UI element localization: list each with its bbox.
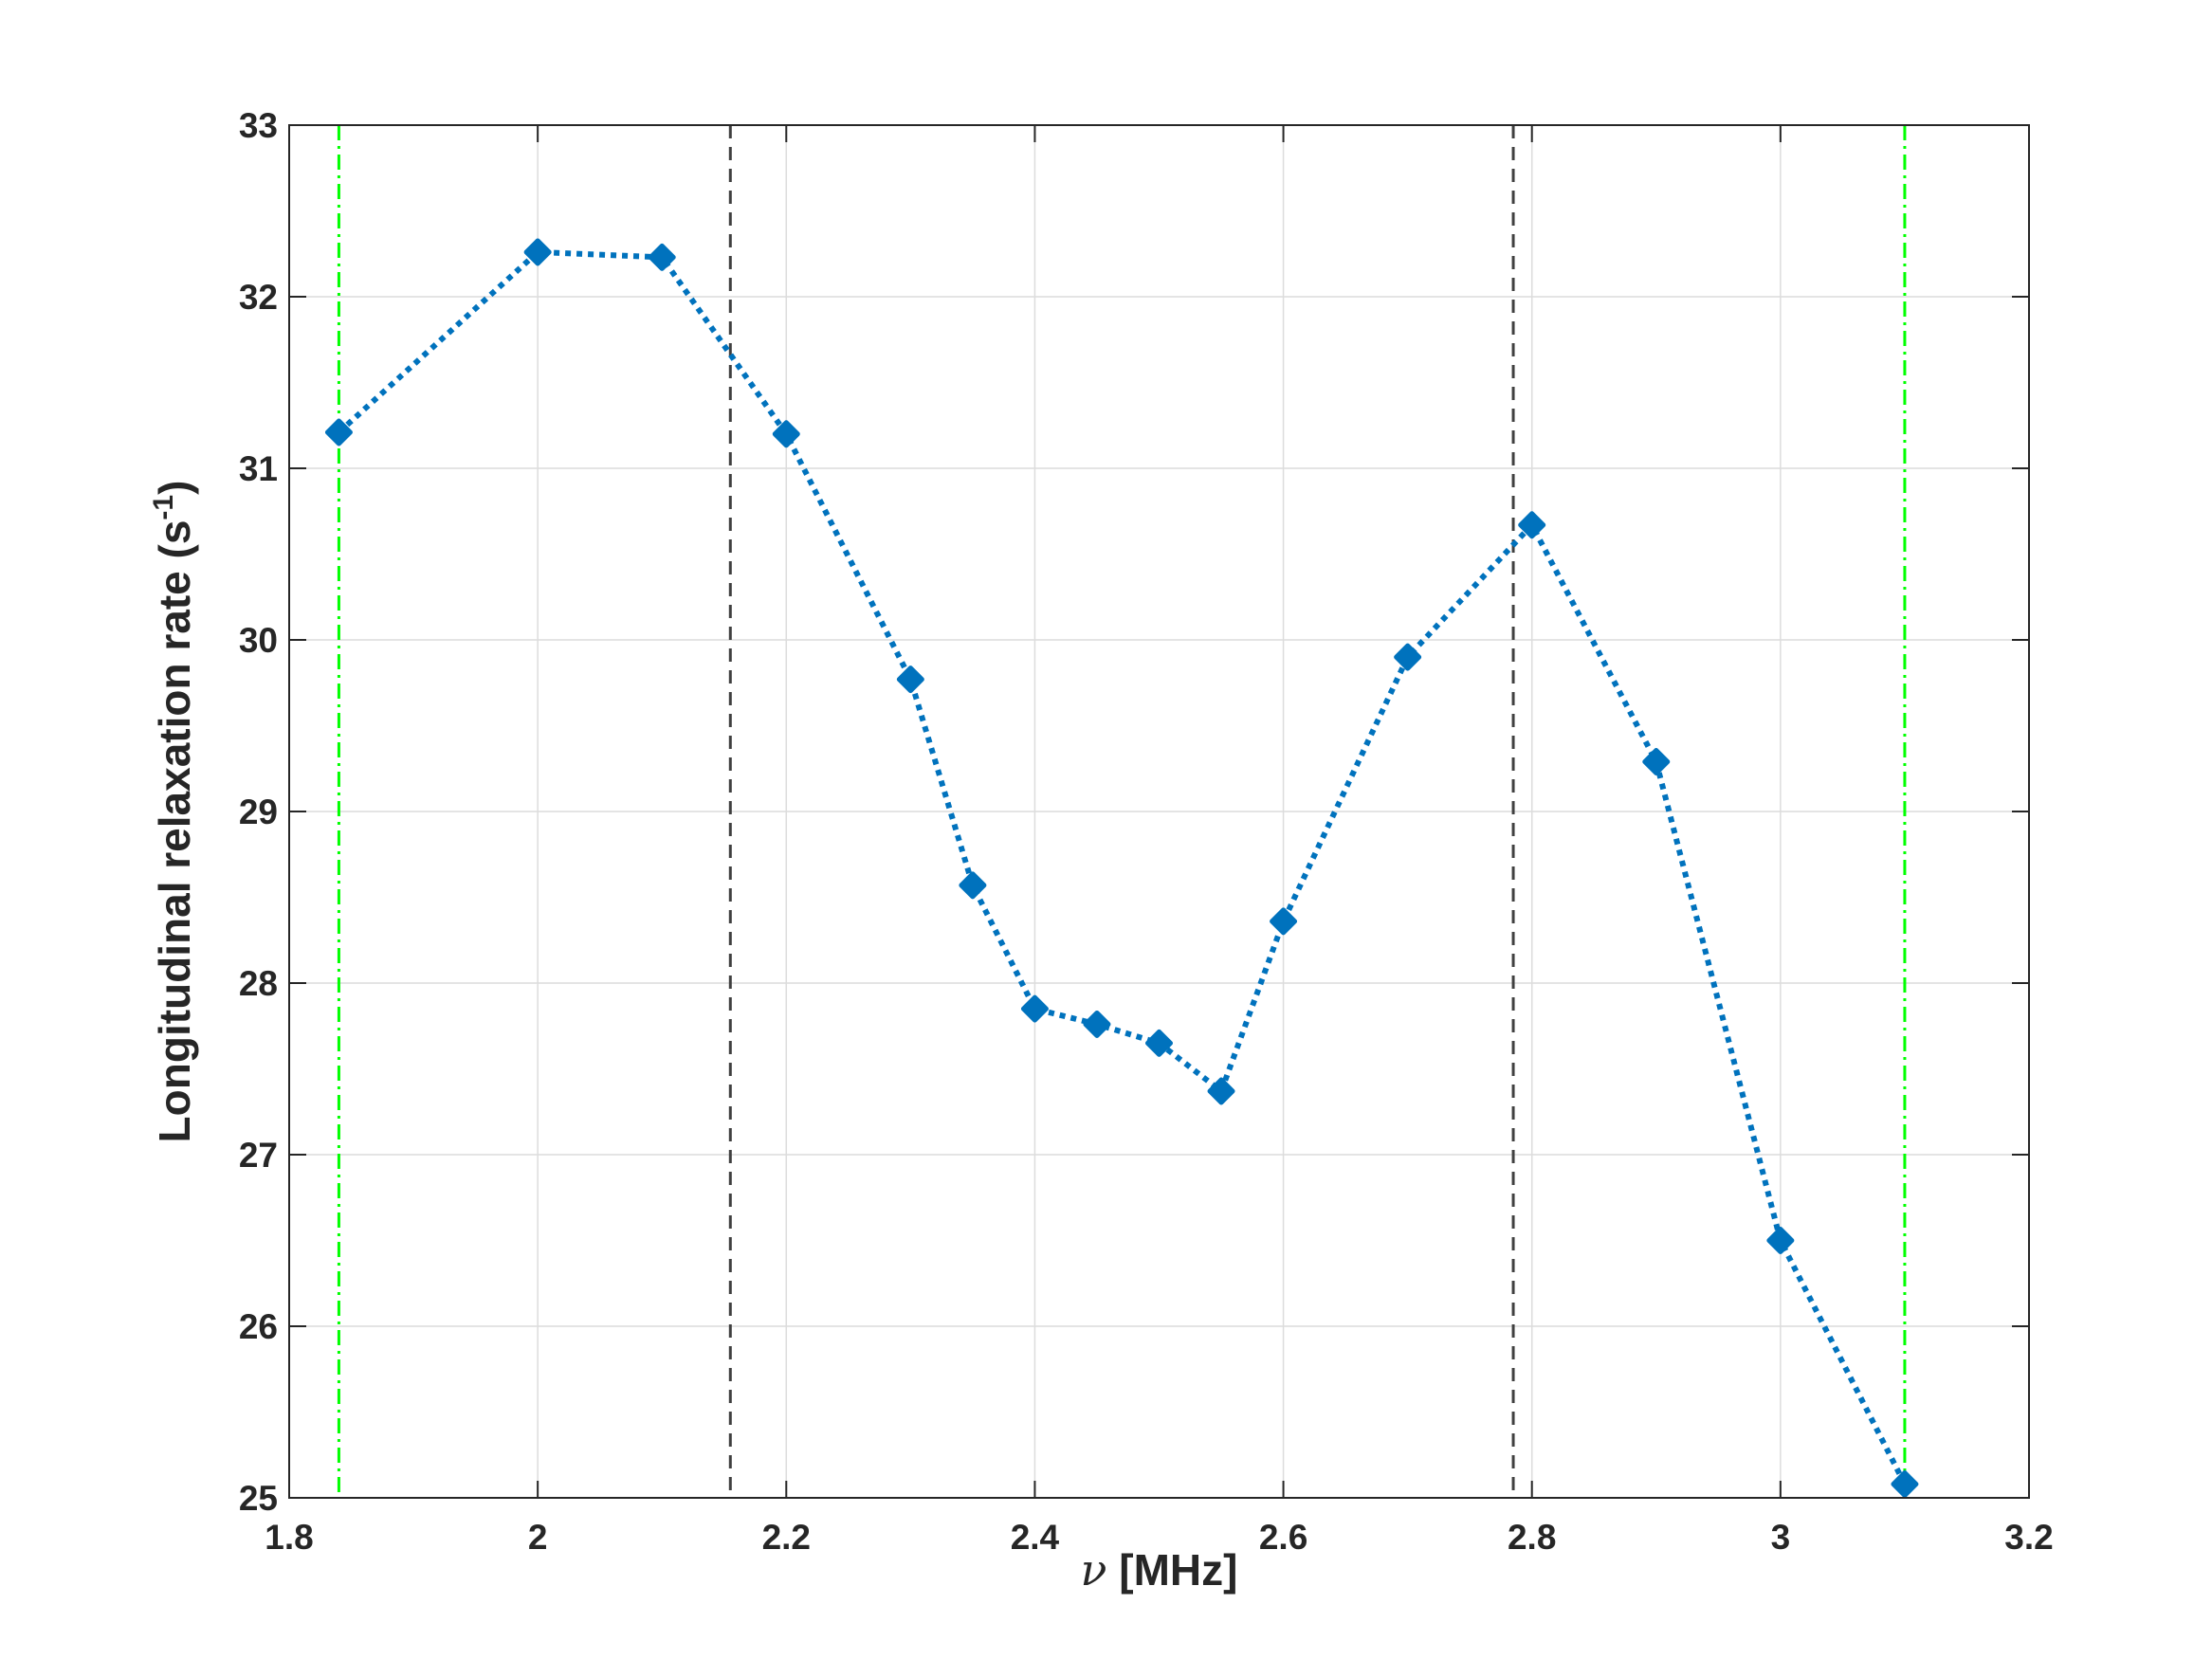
- y-tick-label: 28: [239, 964, 278, 1003]
- y-tick-label: 25: [239, 1479, 278, 1518]
- x-axis-label: ν [MHz]: [1081, 1544, 1238, 1595]
- data-point: [1891, 1470, 1919, 1499]
- data-point: [523, 238, 552, 266]
- y-axis-label-end: ): [150, 481, 199, 495]
- y-tick-label: 29: [239, 793, 278, 831]
- x-tick-label: 2.2: [762, 1518, 811, 1557]
- vertical-reference-lines: [337, 125, 1907, 1498]
- y-tick-label: 27: [239, 1136, 278, 1175]
- data-series: [324, 238, 1919, 1499]
- data-point: [1207, 1077, 1235, 1105]
- y-axis-label: Longitudinal relaxation rate (s-1): [148, 481, 199, 1143]
- x-tick-labels: 1.8 2 2.2 2.4 2.6 2.8 3 3.2: [265, 1518, 2053, 1557]
- data-point: [772, 420, 800, 448]
- data-point: [1020, 994, 1049, 1023]
- data-point: [1083, 1010, 1111, 1038]
- data-point: [1642, 748, 1671, 776]
- series-line: [337, 248, 1908, 1486]
- x-axis-label-text: [MHz]: [1107, 1545, 1238, 1595]
- data-point: [1145, 1029, 1173, 1057]
- y-tick-label: 30: [239, 621, 278, 660]
- y-tick-labels: 25 26 27 28 29 30 31 32 33: [239, 106, 278, 1518]
- x-tick-label: 2.4: [1011, 1518, 1060, 1557]
- y-axis-label-superscript: -1: [148, 495, 179, 520]
- x-axis-label-symbol: ν: [1081, 1544, 1107, 1595]
- data-point: [1270, 907, 1298, 936]
- y-tick-label: 33: [239, 106, 278, 145]
- data-point: [896, 665, 924, 694]
- data-point: [1766, 1227, 1795, 1254]
- x-tick-label: 3.2: [2004, 1518, 2053, 1557]
- x-tick-label: 2.8: [1508, 1518, 1556, 1557]
- x-tick-label: 2.6: [1259, 1518, 1307, 1557]
- data-point: [648, 243, 676, 271]
- x-tick-label: 3: [1771, 1518, 1791, 1557]
- tick-marks: [288, 124, 2030, 1499]
- x-tick-label: 2: [528, 1518, 548, 1557]
- data-point: [324, 418, 353, 447]
- y-tick-label: 31: [239, 449, 278, 488]
- y-tick-label: 26: [239, 1307, 278, 1346]
- y-tick-label: 32: [239, 278, 278, 317]
- data-point: [959, 871, 987, 900]
- x-tick-label: 1.8: [265, 1518, 313, 1557]
- data-point: [1518, 511, 1546, 539]
- data-point: [1394, 643, 1422, 671]
- y-axis-label-main: Longitudinal relaxation rate (s: [150, 520, 199, 1143]
